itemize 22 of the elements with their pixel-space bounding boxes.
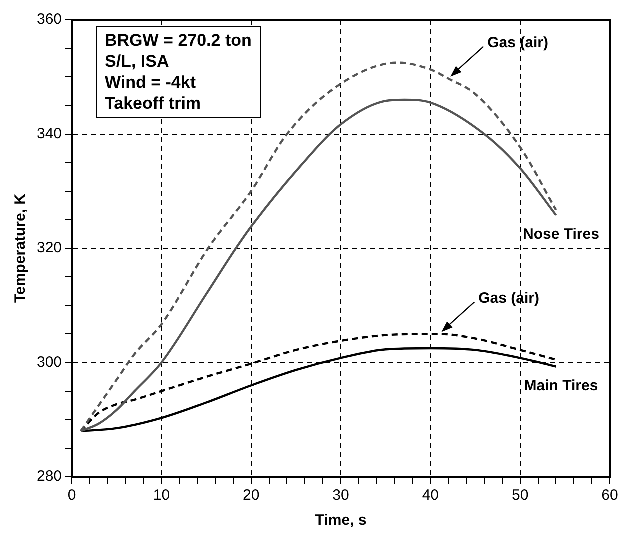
y-tick-label: 300 xyxy=(36,354,62,371)
x-tick-label: 10 xyxy=(153,487,170,504)
x-tick-label: 20 xyxy=(243,487,260,504)
series-label: Main Tires xyxy=(524,377,598,394)
annotation: Wind = -4kt xyxy=(105,72,197,93)
x-tick-label: 60 xyxy=(602,487,618,504)
x-tick-label: 50 xyxy=(512,487,529,504)
y-tick-label: 280 xyxy=(36,468,62,486)
text: Gas (air) xyxy=(478,290,540,307)
x-tick-label: 0 xyxy=(68,487,76,504)
annotation: S/L, ISA xyxy=(105,51,170,72)
x-tick-label: 40 xyxy=(422,487,440,504)
y-tick-label: 360 xyxy=(36,11,62,28)
y-axis-title: Temperature, K xyxy=(12,194,30,303)
annotation: BRGW = 270.2 ton xyxy=(105,30,252,51)
text: Gas (air) xyxy=(488,34,548,52)
y-tick-label: 320 xyxy=(36,240,62,257)
x-axis-title: Time, s xyxy=(315,512,367,530)
y-tick-label: 340 xyxy=(36,125,62,142)
series-label: Nose Tires xyxy=(522,226,600,244)
annotation: Takeoff trim xyxy=(105,93,202,114)
x-tick-label: 30 xyxy=(332,487,350,504)
